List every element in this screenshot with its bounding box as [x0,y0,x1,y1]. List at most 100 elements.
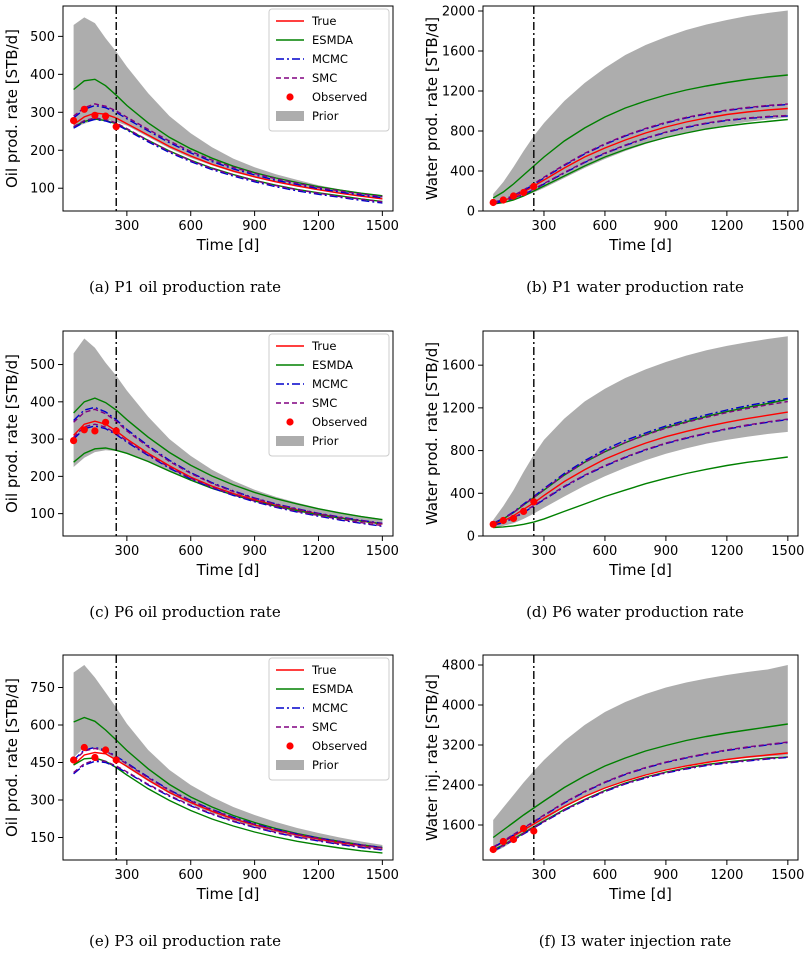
series-line-mcmc-4 [493,115,788,205]
series-line-esmda-2 [493,118,788,205]
series-line-smc-6 [73,117,383,203]
y-tick-label: 2000 [442,5,475,20]
legend-label: True [311,339,336,353]
series-line-smc-5 [492,400,788,525]
legend-swatch-prior [276,760,304,770]
legend-label: SMC [312,396,337,410]
subfigure-caption: (f) I3 water injection rate [539,932,732,950]
series-line-mcmc-3 [73,104,383,199]
series-line-smc-6 [73,759,383,851]
legend: True ESMDA MCMC SMC Observed Prior [268,8,390,132]
y-tick-label: 1600 [442,819,475,834]
legend-label: True [311,14,336,28]
panel-2: 300 600 900 1200 1500 100 200 300 400 500 Time [d]… [3,330,399,621]
observed-point [509,835,518,844]
y-tick-label: 400 [30,395,55,410]
series-line-mcmc-3 [73,406,383,524]
observed-point [530,498,538,506]
series-line-esmda-2 [493,456,788,529]
legend-label: Observed [312,415,367,429]
x-tick-label: 1200 [302,868,335,883]
legend-label: ESMDA [312,33,353,47]
x-tick-label: 1500 [771,219,804,234]
axes-frame [62,654,394,861]
y-tick-label: 800 [450,125,475,140]
panel-3: 300 600 900 1200 1500 0 400 800 1200 1600 Time [d]… [423,330,804,621]
axes-frame [62,330,394,537]
panel-1: 300 600 900 1200 1500 0 400 800 1200 1600 2000 Time… [423,5,804,297]
legend-label: MCMC [312,52,348,66]
x-tick-label: 600 [593,868,618,883]
observed-point [80,105,88,113]
x-tick-label: 600 [593,544,618,559]
subfigure-caption: (e) P3 oil production rate [89,932,281,950]
observed-point [499,516,507,525]
plot-area [70,6,383,211]
subfigure-caption: (d) P6 water production rate [526,603,744,621]
observed-point [112,756,120,764]
observed-point [489,520,497,528]
observed-point [91,111,99,119]
x-axis-label: Time [d] [608,885,672,903]
y-tick-label: 4000 [442,699,475,714]
plot-area [70,655,383,860]
x-tick-label: 300 [114,219,139,234]
x-axis-label: Time [d] [196,561,260,579]
observed-point [91,753,99,762]
axes-frame [482,5,799,212]
prior-band [493,10,788,203]
legend: True ESMDA MCMC SMC Observed Prior [268,333,390,457]
x-tick-label: 600 [593,219,618,234]
x-axis-label: Time [d] [608,561,672,579]
y-tick-label: 1200 [442,401,475,416]
x-tick-label: 1200 [302,544,335,559]
observed-point [530,182,538,191]
y-tick-label: 150 [30,831,55,846]
series-line-esmda-1 [73,397,383,521]
y-tick-label: 300 [30,433,55,448]
series-line-esmda-1 [492,723,788,839]
series-line-smc-5 [73,408,383,525]
y-tick-label: 300 [30,794,55,809]
y-axis-label: Oil prod. rate [STB/d] [3,29,21,188]
x-tick-label: 600 [178,868,203,883]
y-tick-label: 1600 [442,45,475,60]
y-tick-label: 300 [30,106,55,121]
observed-point [530,827,538,835]
prior-band [73,17,383,200]
plot-area [70,331,383,536]
x-tick-label: 1200 [710,219,743,234]
x-axis-label: Time [d] [196,236,260,254]
series-line-smc-6 [492,756,788,852]
x-tick-label: 300 [114,544,139,559]
y-tick-label: 3200 [442,739,475,754]
observed-point [489,198,497,207]
x-tick-label: 1500 [366,544,399,559]
legend-label: MCMC [312,701,348,715]
x-tick-label: 900 [653,219,678,234]
observed-point [80,743,88,752]
observed-point [499,196,507,204]
panel-0: 300 600 900 1200 1500 100 200 300 400 500 Time [d]… [3,5,399,296]
legend: True ESMDA MCMC SMC Observed Prior [268,657,390,781]
y-axis-label: Oil prod. rate [STB/d] [3,678,21,837]
subfigure-caption: (c) P6 oil production rate [89,603,281,621]
legend-swatch-prior [276,436,304,446]
y-tick-label: 200 [30,470,55,485]
x-tick-label: 300 [532,868,557,883]
series-line-smc-6 [73,423,383,527]
x-tick-label: 900 [242,219,267,234]
series-line-smc-6 [493,418,788,526]
y-tick-label: 4800 [442,659,475,674]
legend-label: SMC [312,71,337,85]
observed-point [102,418,110,426]
y-axis-label: Water prod. rate [STB/d] [423,17,441,200]
legend-label: Prior [312,758,339,772]
y-tick-label: 0 [467,205,475,220]
x-axis-label: Time [d] [196,885,260,903]
panel-5: 300 600 900 1200 1500 1600 2400 3200 4000 4800 Tim… [423,654,804,950]
x-tick-label: 600 [178,544,203,559]
axes-frame [62,5,394,212]
x-tick-label: 1200 [302,219,335,234]
